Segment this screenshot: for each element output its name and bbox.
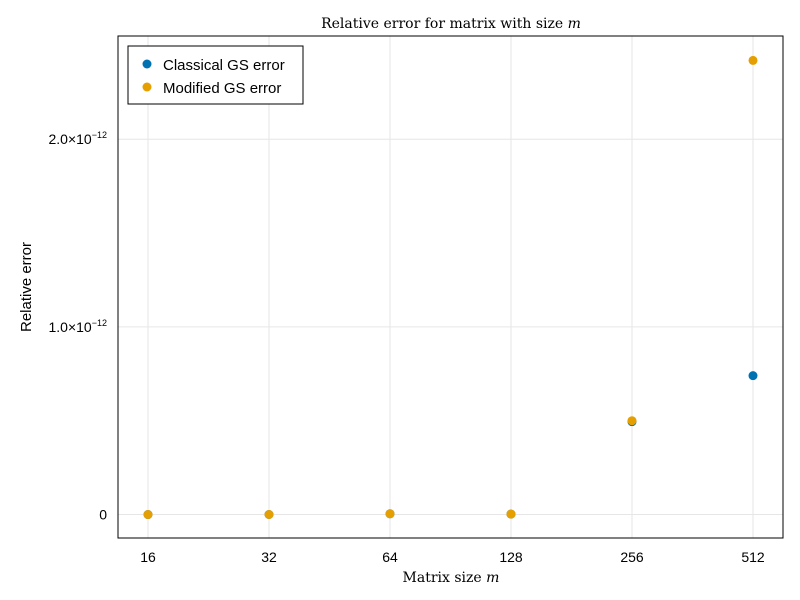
y-tick-label: 1.0×10−12 — [49, 318, 108, 335]
y-tick-labels: 0 1.0×10−12 2.0×10−12 — [49, 130, 108, 522]
legend-box — [127, 45, 304, 105]
legend: Classical GS error Modified GS error — [127, 45, 304, 105]
chart-title-var: m — [568, 16, 581, 32]
legend-label-classical: Classical GS error — [163, 57, 285, 74]
x-tick-label: 128 — [499, 549, 523, 565]
modified-gs-point — [748, 55, 758, 65]
x-tick-label: 512 — [741, 549, 765, 565]
x-tick-label: 256 — [620, 549, 644, 565]
legend-label-modified: Modified GS error — [163, 80, 281, 97]
classical-gs-point — [748, 371, 758, 381]
y-tick-label: 2.0×10−12 — [49, 130, 108, 147]
legend-marker-classical — [142, 59, 152, 69]
modified-gs-point — [385, 509, 395, 519]
modified-gs-point — [143, 510, 153, 520]
modified-gs-point — [627, 416, 637, 426]
modified-gs-point — [506, 509, 516, 519]
x-tick-label: 16 — [140, 549, 156, 565]
legend-marker-modified — [142, 82, 152, 92]
x-axis-label-var: m — [486, 570, 499, 586]
grid — [118, 36, 783, 538]
chart-title-prefix: Relative error for matrix with size — [321, 16, 567, 32]
chart-title: Relative error for matrix with size m — [321, 16, 581, 32]
y-tick-label: 0 — [99, 507, 107, 523]
x-tick-labels: 16 32 64 128 256 512 — [140, 549, 765, 565]
x-tick-label: 64 — [382, 549, 398, 565]
plot-frame — [117, 35, 784, 539]
x-axis-label: Matrix size m — [403, 570, 500, 586]
x-tick-label: 32 — [261, 549, 277, 565]
modified-gs-point — [264, 510, 274, 520]
data-points — [143, 55, 758, 520]
y-axis-label: Relative error — [18, 242, 35, 332]
x-axis-label-prefix: Matrix size — [403, 570, 487, 586]
